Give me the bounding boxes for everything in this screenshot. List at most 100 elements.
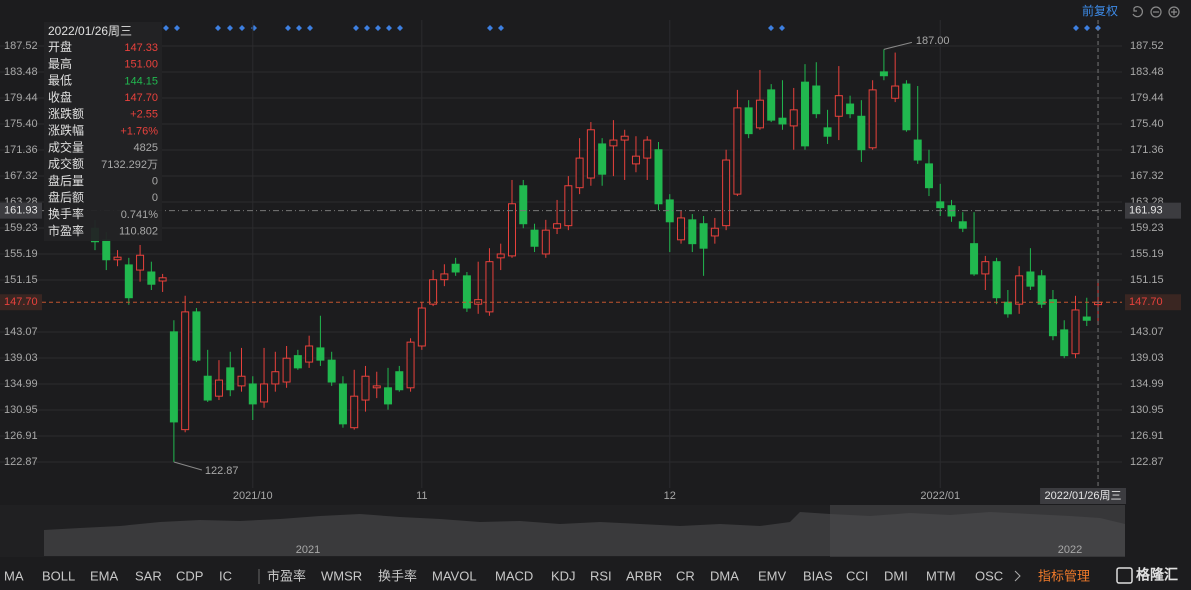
candle-body [203, 375, 212, 401]
navigator-window[interactable] [830, 505, 1125, 557]
indicator-tab[interactable]: EMV [758, 568, 787, 583]
indicator-tab[interactable]: IC [219, 568, 232, 583]
info-label: 盘后额 [48, 189, 84, 204]
indicator-tab[interactable]: 市盈率 [267, 568, 306, 583]
candle-body [834, 95, 843, 117]
min-label: 122.87 [205, 465, 239, 477]
candle-body [214, 379, 223, 397]
info-label: 涨跌幅 [48, 123, 84, 138]
info-value: 147.33 [124, 42, 158, 54]
y-tick-label: 159.23 [4, 222, 38, 234]
y-tick-label: 143.07 [4, 326, 38, 338]
candle-body [902, 83, 911, 131]
candle-body [1026, 271, 1035, 287]
candle-body [801, 81, 810, 147]
y-tick-label: 143.07 [1130, 326, 1164, 338]
indicator-tab[interactable]: CCI [846, 568, 868, 583]
y-tick-label: 122.87 [1130, 456, 1164, 468]
indicator-tab[interactable]: DMI [884, 568, 908, 583]
y-tick-label: 155.19 [1130, 248, 1164, 260]
candle-body [136, 254, 145, 271]
candle-body [429, 279, 438, 305]
candle-body [1003, 301, 1012, 315]
y-tick-label: 130.95 [4, 404, 38, 416]
adjust-mode[interactable]: 前复权 [1082, 3, 1118, 18]
candle-body [1060, 329, 1069, 357]
indicator-tab[interactable]: KDJ [551, 568, 576, 583]
y-tick-label: 122.87 [4, 456, 38, 468]
candle-body [147, 271, 156, 285]
indicator-tab[interactable]: DMA [710, 568, 739, 583]
brand-logo [1116, 567, 1133, 584]
last-price-tag [0, 294, 42, 311]
candle-body [169, 331, 178, 423]
candle-body [677, 217, 686, 241]
candle-body [124, 264, 133, 299]
candle-body [755, 99, 764, 129]
y-tick-label: 179.44 [1130, 92, 1164, 104]
crosshair-date-tag [1040, 488, 1127, 504]
last-price-label: 147.70 [1129, 296, 1163, 308]
reset-icon[interactable] [1132, 6, 1143, 18]
y-tick-label: 151.15 [1130, 274, 1164, 286]
candle-body [406, 341, 415, 389]
candle-body [891, 85, 900, 99]
zoom-in-icon[interactable] [1168, 6, 1180, 18]
brand-name: 格隆汇 [1136, 567, 1178, 583]
candle-body [778, 117, 787, 125]
info-value: 4825 [134, 142, 158, 154]
indicator-tab[interactable]: MA [4, 568, 24, 583]
candle-body [248, 383, 257, 405]
candle-body [485, 261, 494, 313]
last-price-tag [1125, 294, 1181, 311]
indicator-tab[interactable]: SAR [135, 568, 162, 583]
y-tick-label: 139.03 [4, 352, 38, 364]
candle-body [913, 139, 922, 161]
candle-body [1082, 316, 1091, 321]
indicator-manage[interactable]: 指标管理 [1038, 568, 1090, 583]
y-tick-label: 175.40 [4, 118, 38, 130]
y-tick-label: 175.40 [1130, 118, 1164, 130]
candle-body [305, 345, 314, 363]
info-label: 盘后量 [48, 173, 84, 188]
indicator-tab[interactable]: 换手率 [378, 568, 417, 583]
toolbar-more[interactable] [1014, 570, 1021, 582]
indicator-tab[interactable]: OSC [975, 568, 1003, 583]
x-tick-label: 12 [664, 490, 676, 502]
toolbar [0, 562, 1191, 590]
indicator-tab[interactable]: BOLL [42, 568, 75, 583]
y-tick-label: 171.36 [1130, 144, 1164, 156]
candle-body [361, 375, 370, 401]
info-value: +1.76% [120, 125, 158, 137]
candle-body [271, 371, 280, 385]
indicator-tab[interactable]: CR [676, 568, 695, 583]
candle-body [260, 383, 269, 403]
crosshair-date: 2022/01/26周三 [1044, 489, 1121, 502]
candle-body [654, 149, 663, 205]
info-label: 换手率 [48, 206, 84, 221]
indicator-tab[interactable]: BIAS [803, 568, 833, 583]
last-price-label: 147.70 [4, 296, 38, 308]
indicator-tab[interactable]: RSI [590, 568, 612, 583]
indicator-tab[interactable]: MTM [926, 568, 956, 583]
indicator-tab[interactable]: MAVOL [432, 568, 477, 583]
info-value: +2.55 [130, 109, 158, 121]
indicator-tab[interactable]: ARBR [626, 568, 662, 583]
zoom-out-icon[interactable] [1150, 6, 1162, 18]
indicator-tab[interactable]: CDP [176, 568, 203, 583]
indicator-tab[interactable]: EMA [90, 568, 119, 583]
candle-body [789, 109, 798, 127]
indicator-tab[interactable]: WMSR [321, 568, 362, 583]
candle-body [496, 253, 505, 259]
info-label: 收盘 [48, 89, 72, 104]
candle-body [733, 107, 742, 195]
x-tick-label: 2021/10 [233, 490, 273, 502]
candle-body [316, 347, 325, 361]
y-tick-label: 134.99 [1130, 378, 1164, 390]
candle-body [327, 359, 336, 383]
info-value: 0 [152, 176, 158, 188]
indicator-tab[interactable]: MACD [495, 568, 533, 583]
candle-body [113, 256, 122, 261]
candle-body [688, 219, 697, 245]
